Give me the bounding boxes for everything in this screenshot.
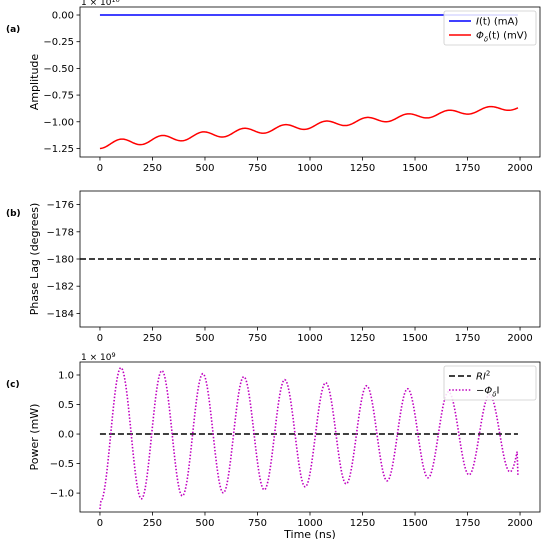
y-tick-label: 0.5: [58, 400, 74, 411]
x-tick-label: 1250: [350, 333, 375, 344]
legend-label: RI2: [476, 370, 490, 383]
legend-label-rest: (t) (mA): [479, 17, 518, 28]
legend-label-main: Φ: [476, 31, 484, 42]
x-tick-label: 1250: [350, 518, 375, 529]
x-tick-label: 500: [195, 163, 214, 174]
multiplier-base: 1 × 10: [81, 353, 112, 363]
x-tick-label: 250: [143, 163, 162, 174]
series-line--t-mv-: [99, 105, 519, 150]
x-tick-label: 750: [248, 518, 267, 529]
y-axis-label: Power (mW): [28, 404, 41, 471]
y-tick-label: −184: [47, 309, 74, 320]
y-tick-label: −1.0: [50, 489, 74, 500]
legend-label: Φδ(t) (mV): [476, 31, 528, 44]
legend-label-main: RI: [476, 372, 486, 383]
x-tick-label: 0: [97, 333, 103, 344]
legend-label-rest: (t) (mV): [488, 31, 527, 42]
y-tick-label: −180: [47, 255, 74, 266]
legend-label-main: −Φ: [476, 386, 492, 397]
chart-panel-b: 0 250 500 750 1000 1250 1500 1750 2000 −176 −178 −1…: [6, 190, 541, 344]
x-tick-label: 1500: [402, 518, 427, 529]
x-tick-label: 1750: [455, 163, 480, 174]
x-tick-label: 1750: [455, 333, 480, 344]
legend-label-sub: δ: [484, 36, 488, 44]
x-tick-label: 500: [195, 518, 214, 529]
legend: I(t) (mA) Φδ(t) (mV): [443, 10, 537, 46]
y-tick-label: −0.75: [43, 91, 74, 102]
panel-label: (a): [6, 25, 20, 35]
y-tick-label: −0.5: [50, 459, 74, 470]
x-tick-label: 1500: [402, 333, 427, 344]
legend-label-sub: δ: [492, 391, 496, 399]
legend-box: [443, 10, 537, 46]
y-tick-label: 0.0: [58, 430, 74, 441]
x-tick-label: 1250: [350, 163, 375, 174]
panel-label: (c): [6, 380, 20, 390]
y-tick-label: −0.25: [43, 37, 74, 48]
legend-label-main: I: [476, 17, 479, 28]
x-tick-label: 2000: [507, 333, 532, 344]
legend-label-sup: 2: [486, 370, 490, 378]
y-tick-label: −0.50: [43, 64, 74, 75]
x-tick-label: 0: [97, 163, 103, 174]
y-tick-label: −1.00: [43, 117, 74, 128]
x-tick-label: 1500: [402, 163, 427, 174]
x-tick-label: 2000: [507, 163, 532, 174]
y-tick-label: −182: [47, 282, 74, 293]
y-tick-label: 0.00: [52, 11, 74, 22]
x-tick-label: 1000: [297, 518, 322, 529]
x-tick-label: 1000: [297, 333, 322, 344]
legend: RI2 −ΦδI: [443, 365, 537, 401]
x-tick-label: 500: [195, 333, 214, 344]
y-tick-label: −176: [47, 200, 74, 211]
chart-panel-a: 0 250 500 750 1000 1250 1500 1750 2000 0.00 −0.25 −…: [6, 0, 541, 174]
multiplier-exponent: 10: [111, 0, 119, 4]
x-tick-label: 750: [248, 163, 267, 174]
panel-label: (b): [6, 209, 21, 219]
legend-label-rest: I: [497, 386, 500, 397]
x-tick-label: 250: [143, 333, 162, 344]
x-tick-label: 1000: [297, 163, 322, 174]
axis-multiplier: 1 × 1010: [81, 0, 120, 8]
y-axis-label: Phase Lag (degrees): [28, 203, 41, 316]
y-tick-label: −178: [47, 227, 74, 238]
x-tick-label: 1750: [455, 518, 480, 529]
legend-label: I(t) (mA): [476, 17, 518, 28]
multiplier-base: 1 × 10: [81, 0, 112, 8]
multiplier-exponent: 9: [111, 351, 115, 359]
y-tick-label: 1.0: [58, 370, 74, 381]
x-axis-label: Time (ns): [283, 528, 336, 539]
x-tick-label: 250: [143, 518, 162, 529]
x-tick-label: 750: [248, 333, 267, 344]
x-tick-label: 2000: [507, 518, 532, 529]
chart-panel-c: 0 250 500 750 1000 1250 1500 1750 2000 1.0 0.5 0.0 −…: [6, 351, 541, 539]
x-tick-label: 0: [97, 518, 103, 529]
y-axis-label: Amplitude: [28, 54, 41, 111]
axis-multiplier: 1 × 109: [81, 351, 116, 363]
legend-label: −ΦδI: [476, 386, 500, 399]
y-tick-label: −1.25: [43, 144, 74, 155]
legend-box: [443, 365, 537, 401]
